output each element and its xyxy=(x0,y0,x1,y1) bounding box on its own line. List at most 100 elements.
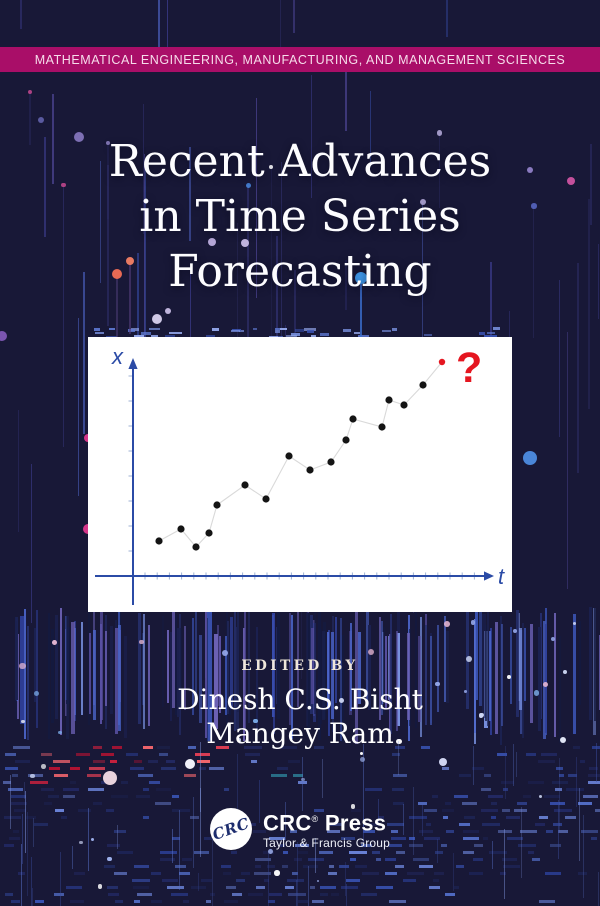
bg-streak xyxy=(281,161,283,416)
bg-dot xyxy=(470,620,476,625)
bg-streak xyxy=(279,327,288,331)
bg-streak xyxy=(151,872,162,875)
bg-dot xyxy=(253,718,258,724)
bg-streak xyxy=(315,838,317,873)
bg-streak xyxy=(342,329,352,332)
bg-streak xyxy=(2,781,12,784)
bg-streak xyxy=(231,851,237,854)
bg-streak xyxy=(588,781,600,784)
bg-streak xyxy=(462,802,477,805)
bg-streak xyxy=(60,852,62,906)
bg-streak xyxy=(594,809,600,812)
bg-dot xyxy=(152,314,162,324)
bg-streak xyxy=(429,886,440,889)
bg-streak xyxy=(255,886,266,889)
bg-dot xyxy=(359,756,365,762)
bg-streak xyxy=(269,837,285,840)
bg-streak xyxy=(270,774,287,777)
bg-streak xyxy=(161,879,179,882)
bg-streak xyxy=(331,631,335,720)
bg-dot xyxy=(74,132,84,142)
bg-streak xyxy=(388,844,402,847)
bg-streak xyxy=(590,144,593,226)
bg-streak xyxy=(287,879,305,882)
bg-streak xyxy=(253,327,258,331)
bg-streak xyxy=(481,614,487,718)
bg-streak xyxy=(9,774,11,830)
bg-streak xyxy=(199,634,203,723)
bg-streak xyxy=(245,753,261,756)
bg-streak xyxy=(395,865,405,868)
bg-streak xyxy=(295,879,297,906)
bg-dot xyxy=(106,140,111,145)
bg-streak xyxy=(63,795,76,798)
bg-streak xyxy=(545,623,547,734)
bg-streak xyxy=(230,616,234,710)
bg-dot xyxy=(41,764,46,769)
bg-streak xyxy=(463,837,479,840)
bg-streak xyxy=(329,823,343,826)
bg-streak xyxy=(441,767,449,770)
bg-streak xyxy=(43,802,52,805)
time-series-chart: t x? xyxy=(95,344,505,605)
bg-dot xyxy=(465,655,472,662)
bg-dot xyxy=(464,690,467,694)
bg-streak xyxy=(11,900,21,903)
bg-streak xyxy=(140,332,152,335)
bg-streak xyxy=(49,767,60,770)
bg-streak xyxy=(363,743,365,828)
bg-streak xyxy=(517,802,527,805)
edited-by-label: EDITED BY xyxy=(241,658,359,674)
bg-streak xyxy=(522,623,525,739)
bg-streak xyxy=(34,823,49,826)
bg-streak xyxy=(3,844,14,847)
bg-streak xyxy=(413,786,415,855)
bg-streak xyxy=(275,626,278,704)
bg-streak xyxy=(441,809,455,812)
bg-streak xyxy=(409,816,428,819)
bg-streak xyxy=(443,615,446,702)
bg-streak xyxy=(188,746,197,749)
bg-dot xyxy=(139,639,144,645)
bg-streak xyxy=(238,329,245,333)
bg-streak xyxy=(193,851,210,854)
bg-streak xyxy=(375,886,393,889)
bg-streak xyxy=(267,865,275,868)
bg-streak xyxy=(285,886,295,889)
forecast-question-mark: ? xyxy=(456,344,482,392)
bg-streak xyxy=(7,788,24,791)
bg-streak xyxy=(211,328,219,331)
bg-streak xyxy=(142,104,144,235)
bg-streak xyxy=(497,753,508,756)
bg-streak xyxy=(236,753,238,810)
bg-streak xyxy=(143,746,153,749)
bg-dot xyxy=(79,841,83,845)
bg-streak xyxy=(406,872,425,875)
bg-streak xyxy=(10,795,26,798)
bg-streak xyxy=(444,802,451,805)
bg-streak xyxy=(500,781,515,784)
bg-streak xyxy=(106,886,119,889)
bg-streak xyxy=(158,0,160,47)
bg-streak xyxy=(502,788,508,791)
bg-streak xyxy=(354,609,358,745)
bg-streak xyxy=(18,872,26,875)
bg-streak xyxy=(365,823,381,826)
bg-dot xyxy=(126,257,134,265)
bg-streak xyxy=(297,851,309,854)
bg-streak xyxy=(297,781,308,784)
bg-streak xyxy=(483,774,491,777)
bg-streak xyxy=(4,893,14,896)
bg-streak xyxy=(54,809,64,812)
bg-streak xyxy=(472,767,485,770)
bg-streak xyxy=(47,795,59,798)
bg-streak xyxy=(388,634,391,737)
bg-streak xyxy=(478,608,482,707)
bg-streak xyxy=(78,809,91,812)
bg-streak xyxy=(520,807,522,878)
publisher-tagline: Taylor & Francis Group xyxy=(262,836,391,851)
bg-streak xyxy=(364,788,383,791)
bg-streak xyxy=(349,851,367,854)
bg-streak xyxy=(101,753,115,756)
data-point xyxy=(213,501,221,509)
